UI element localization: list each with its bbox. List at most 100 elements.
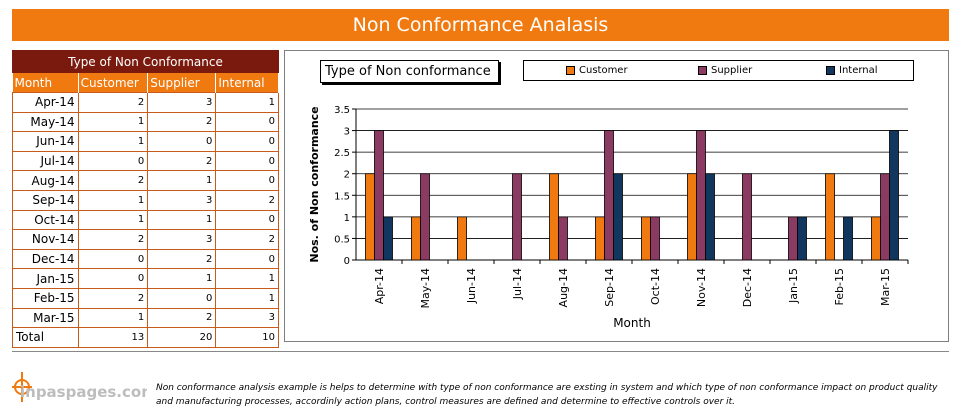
page-title-banner: Non Conformance Analasis xyxy=(12,9,949,41)
x-tick-label: Apr-14 xyxy=(373,268,386,304)
bar-supplier xyxy=(604,130,614,261)
cell-supplier: 2 xyxy=(147,111,217,133)
y-tick-label: 3.5 xyxy=(334,105,350,116)
x-tick-label: Feb-15 xyxy=(833,268,846,305)
table-row: Nov-14 2 3 2 xyxy=(12,229,279,250)
y-tick-label: 0.5 xyxy=(334,234,350,245)
cell-supplier: 3 xyxy=(147,229,217,250)
bar-customer xyxy=(641,216,651,261)
legend-label-internal: Internal xyxy=(839,65,878,76)
cell-supplier: 1 xyxy=(147,170,217,191)
x-tick-label: May-14 xyxy=(419,268,432,309)
bar-supplier xyxy=(420,173,430,261)
table-row: Jul-14 0 2 0 xyxy=(12,150,279,172)
nonconformance-table-wrap: Type of Non Conformance Month Customer S… xyxy=(12,50,279,348)
legend-label-customer: Customer xyxy=(579,65,628,76)
cell-supplier: 1 xyxy=(147,209,217,231)
total-month: Total xyxy=(12,327,79,348)
chart-title: Type of Non conformance xyxy=(320,60,499,83)
chart-area: Type of Non conformance Customer Supplie… xyxy=(284,50,949,342)
cell-month: Oct-14 xyxy=(12,209,79,231)
cell-supplier: 1 xyxy=(147,268,217,289)
x-tick-label: Oct-14 xyxy=(649,268,662,305)
x-tick-label: Jun-14 xyxy=(465,268,478,304)
x-tick-label: Aug-14 xyxy=(557,268,570,307)
cell-internal: 0 xyxy=(215,170,279,191)
table-row: Dec-14 0 2 0 xyxy=(12,248,279,270)
cell-internal: 0 xyxy=(215,209,279,231)
legend-label-supplier: Supplier xyxy=(711,65,753,76)
y-axis-label: Nos. of Non conformance xyxy=(308,106,321,262)
table-row: Mar-15 1 2 3 xyxy=(12,307,279,329)
cell-supplier: 3 xyxy=(147,189,217,211)
cell-month: Aug-14 xyxy=(12,170,79,191)
x-tick-label: Nov-14 xyxy=(695,268,708,307)
total-customer: 13 xyxy=(77,327,149,348)
bar-internal xyxy=(613,173,623,261)
cell-internal: 0 xyxy=(215,150,279,172)
bar-supplier xyxy=(742,173,752,261)
table-body: Apr-14 2 3 1 May-14 1 2 0 Jun-14 1 0 0 Jul-14 0 2 0 Aug-… xyxy=(12,92,279,348)
bar-supplier xyxy=(374,130,384,261)
page-title: Non Conformance Analasis xyxy=(352,14,609,36)
cell-customer: 0 xyxy=(77,268,149,289)
x-tick-label: Dec-14 xyxy=(741,268,754,307)
cell-month: Sep-14 xyxy=(12,189,79,211)
bar-customer xyxy=(549,173,559,261)
cell-customer: 2 xyxy=(77,287,149,309)
bar-supplier xyxy=(512,173,522,261)
cell-customer: 2 xyxy=(77,92,149,113)
cell-supplier: 2 xyxy=(147,248,217,270)
y-tick-label: 0 xyxy=(344,256,350,267)
bar-internal xyxy=(843,216,853,261)
cell-month: Jan-15 xyxy=(12,268,79,289)
column-header-internal: Internal xyxy=(215,72,279,93)
y-tick-label: 1 xyxy=(344,213,350,224)
cell-customer: 2 xyxy=(77,170,149,191)
footer-divider xyxy=(12,351,949,352)
legend-swatch-internal xyxy=(826,66,835,75)
nonconformance-table: Type of Non Conformance Month Customer S… xyxy=(12,50,279,348)
cell-supplier: 2 xyxy=(147,150,217,172)
bar-customer xyxy=(365,173,375,261)
bar-customer xyxy=(595,216,605,261)
legend-item-supplier: Supplier xyxy=(698,65,752,76)
table-row: Jan-15 0 1 1 xyxy=(12,268,279,289)
bar-internal xyxy=(797,216,807,261)
y-tick-label: 1.5 xyxy=(334,191,350,202)
table-total-row: Total 13 20 10 xyxy=(12,327,279,348)
cell-customer: 1 xyxy=(77,307,149,329)
cell-customer: 0 xyxy=(77,248,149,270)
bar-customer xyxy=(411,216,421,261)
bar-customer xyxy=(871,216,881,261)
column-header-month: Month xyxy=(12,72,79,93)
table-row: Jun-14 1 0 0 xyxy=(12,131,279,152)
y-tick-label: 3 xyxy=(344,127,350,138)
cell-internal: 1 xyxy=(215,268,279,289)
cell-month: Dec-14 xyxy=(12,248,79,270)
cell-month: Mar-15 xyxy=(12,307,79,329)
footer-note: Non conformance analysis example is help… xyxy=(156,383,938,407)
table-row: May-14 1 2 0 xyxy=(12,111,279,133)
total-internal: 10 xyxy=(215,327,279,348)
bar-internal xyxy=(889,130,899,261)
x-tick-label: Mar-15 xyxy=(879,268,892,306)
cell-internal: 1 xyxy=(215,92,279,113)
column-header-supplier: Supplier xyxy=(147,72,217,93)
total-supplier: 20 xyxy=(147,327,217,348)
bar-supplier xyxy=(650,216,660,261)
cell-month: Jun-14 xyxy=(12,131,79,152)
cell-internal: 2 xyxy=(215,189,279,211)
bar-chart-svg: 0 0.5 1 1.5 2 2.5 3 3.5 Apr-14 May-14 Jun-14 Jul-14… xyxy=(308,105,909,330)
cell-supplier: 2 xyxy=(147,307,217,329)
legend-item-customer: Customer xyxy=(566,65,628,76)
bar-internal xyxy=(705,173,715,261)
y-tick-label: 2 xyxy=(344,170,350,181)
cell-month: Jul-14 xyxy=(12,150,79,172)
cell-customer: 1 xyxy=(77,209,149,231)
cell-supplier: 0 xyxy=(147,287,217,309)
cell-customer: 1 xyxy=(77,131,149,152)
logo-mark-icon: inpaspages.com xyxy=(12,372,157,402)
cell-customer: 1 xyxy=(77,111,149,133)
table-group-header: Type of Non Conformance xyxy=(12,50,279,73)
